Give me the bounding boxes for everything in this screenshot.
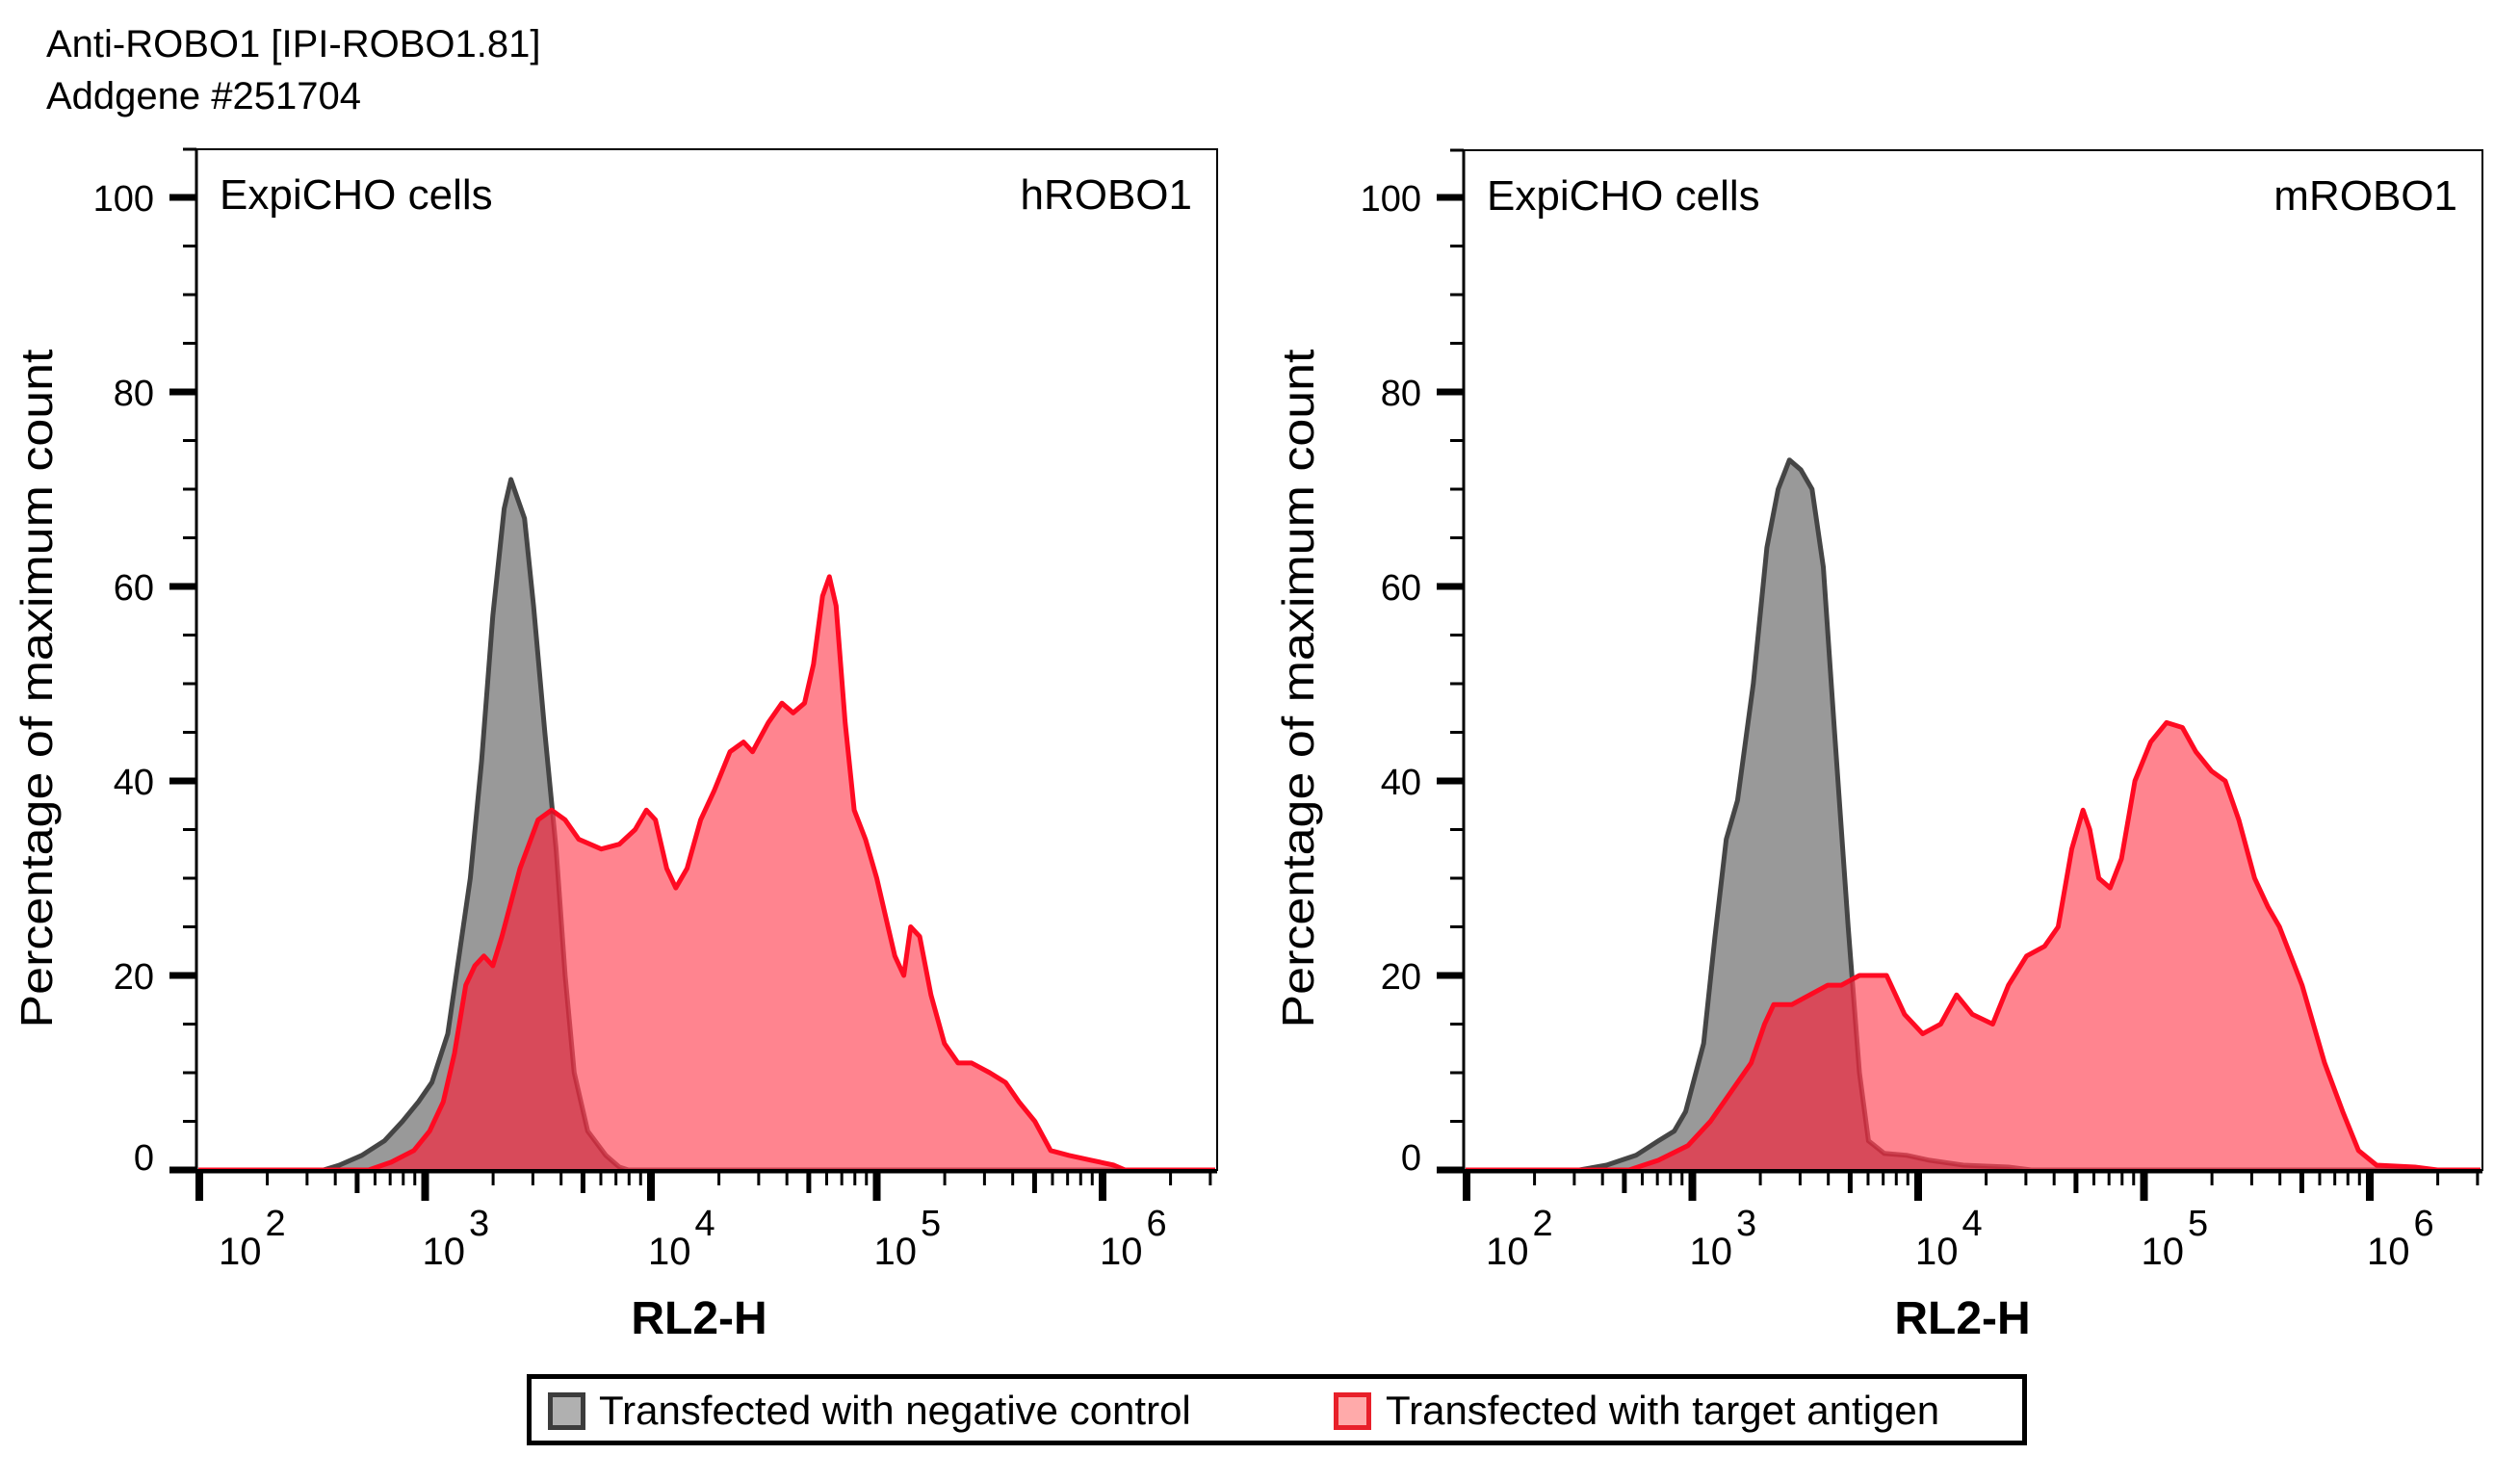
x-tick-label-base: 10 bbox=[2142, 1231, 2185, 1273]
y-axis-label: Percentage of maximum count bbox=[12, 349, 62, 1027]
y-tick-label: 20 bbox=[114, 957, 154, 998]
panel-target-label: mROBO1 bbox=[2273, 172, 2457, 220]
x-tick-label-exponent: 2 bbox=[1533, 1204, 1553, 1244]
x-tick-label-base: 10 bbox=[1100, 1231, 1143, 1273]
x-tick-label: 106 bbox=[1100, 1204, 1167, 1273]
y-tick-label: 0 bbox=[1401, 1138, 1421, 1179]
x-tick-label: 102 bbox=[1486, 1204, 1553, 1273]
x-tick-label: 104 bbox=[1915, 1204, 1983, 1273]
y-tick-label: 100 bbox=[1361, 179, 1421, 220]
x-tick-label-exponent: 3 bbox=[1736, 1204, 1756, 1244]
x-tick-label-exponent: 4 bbox=[695, 1204, 715, 1244]
x-tick-label-exponent: 3 bbox=[469, 1204, 489, 1244]
y-tick-label: 100 bbox=[93, 179, 154, 220]
x-tick-label-base: 10 bbox=[874, 1231, 918, 1273]
y-tick-label: 60 bbox=[114, 568, 154, 609]
panel-cell-label: ExpiCHO cells bbox=[1487, 172, 1760, 220]
y-tick-label: 40 bbox=[114, 763, 154, 803]
legend-swatch-target-antigen bbox=[1334, 1392, 1371, 1430]
x-tick-label-exponent: 4 bbox=[1962, 1204, 1983, 1244]
x-tick-label: 104 bbox=[648, 1204, 715, 1273]
x-tick-label-exponent: 6 bbox=[2414, 1204, 2434, 1244]
x-axis-label: RL2-H bbox=[631, 1293, 766, 1344]
x-tick-label: 106 bbox=[2367, 1204, 2434, 1273]
x-tick-label-base: 10 bbox=[1690, 1231, 1733, 1273]
x-tick-label: 102 bbox=[219, 1204, 286, 1273]
x-tick-label-exponent: 5 bbox=[921, 1204, 941, 1244]
y-tick-label: 80 bbox=[114, 374, 154, 414]
series-line-target-antigen bbox=[1466, 719, 2481, 1173]
legend-swatch-negative-control bbox=[548, 1392, 585, 1430]
x-tick-label-exponent: 6 bbox=[1147, 1204, 1167, 1244]
x-tick-label-exponent: 2 bbox=[266, 1204, 286, 1244]
x-tick-label: 105 bbox=[2142, 1204, 2209, 1273]
x-tick-label: 103 bbox=[423, 1204, 490, 1273]
panel-cell-label: ExpiCHO cells bbox=[220, 171, 493, 219]
x-tick-label-base: 10 bbox=[648, 1231, 691, 1273]
x-tick-label-base: 10 bbox=[219, 1231, 262, 1273]
x-tick-label-exponent: 5 bbox=[2188, 1204, 2208, 1244]
y-tick-label: 60 bbox=[1381, 568, 1421, 609]
x-tick-label: 105 bbox=[874, 1204, 942, 1273]
y-tick-label: 40 bbox=[1381, 763, 1421, 803]
x-tick-label-base: 10 bbox=[2367, 1231, 2410, 1273]
legend: Transfected with negative control Transf… bbox=[527, 1374, 2027, 1445]
legend-label-negative-control: Transfected with negative control bbox=[599, 1388, 1191, 1433]
figure-subtitle: Addgene #251704 bbox=[46, 75, 361, 117]
series-area-overlap bbox=[368, 576, 629, 1170]
x-tick-label-base: 10 bbox=[1486, 1231, 1529, 1273]
x-axis-label: RL2-H bbox=[1894, 1293, 2030, 1344]
y-tick-label: 20 bbox=[1381, 957, 1421, 998]
x-tick-label-base: 10 bbox=[1915, 1231, 1959, 1273]
series-area-negative-control bbox=[1579, 459, 2032, 1170]
x-tick-label-base: 10 bbox=[423, 1231, 466, 1273]
legend-label-target-antigen: Transfected with target antigen bbox=[1386, 1388, 1940, 1433]
y-tick-label: 80 bbox=[1381, 374, 1421, 414]
x-tick-label: 103 bbox=[1690, 1204, 1757, 1273]
series-area-overlap bbox=[1628, 722, 2032, 1170]
figure-title: Anti-ROBO1 [IPI-ROBO1.81] bbox=[46, 23, 541, 65]
y-tick-label: 0 bbox=[134, 1138, 154, 1179]
series-line-target-antigen bbox=[198, 574, 1215, 1173]
y-axis-label: Percentage of maximum count bbox=[1273, 349, 1323, 1027]
panel-target-label: hROBO1 bbox=[1020, 171, 1192, 219]
